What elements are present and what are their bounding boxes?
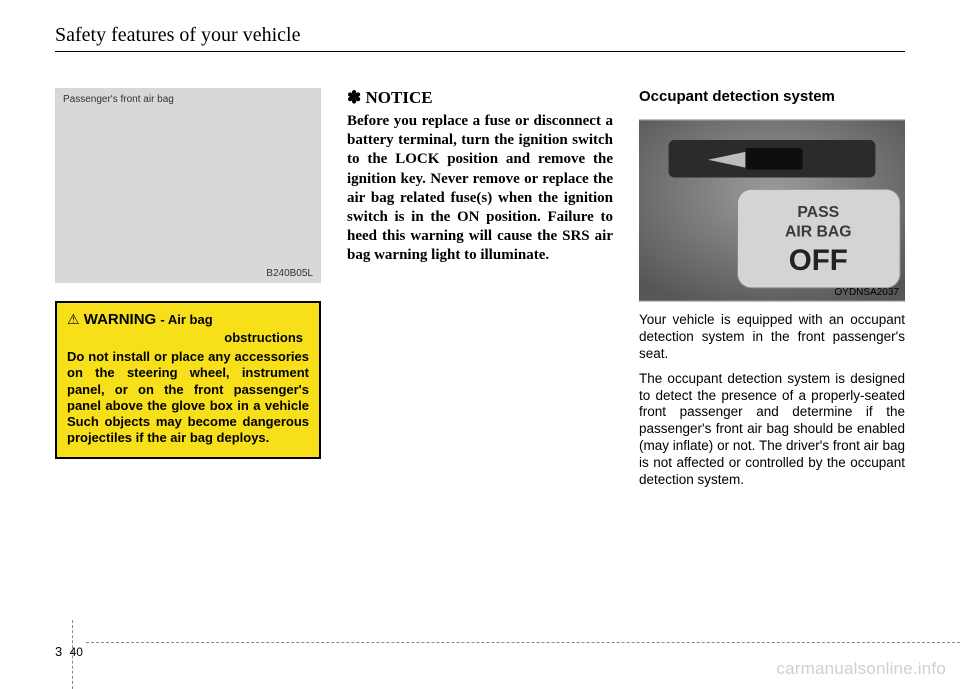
warning-box: ⚠ WARNING - Air bag obstructions Do not … [55, 301, 321, 459]
dashboard-svg: PASS AIR BAG OFF [639, 119, 905, 302]
placeholder-top-caption: Passenger's front air bag [63, 94, 174, 105]
svg-text:AIR BAG: AIR BAG [785, 224, 852, 241]
notice-body: Before you replace a fuse or disconnect … [347, 112, 613, 266]
section-number: 3 [55, 644, 62, 659]
warning-sub1: - Air bag [160, 312, 212, 327]
warning-label: WARNING [84, 311, 157, 328]
columns: Passenger's front air bag B240B05L ⚠ WAR… [55, 88, 905, 497]
svg-text:OFF: OFF [789, 244, 848, 277]
warning-icon: ⚠ [67, 311, 80, 327]
page-number: 3 40 [55, 644, 83, 659]
notice-heading: ✽ NOTICE [347, 88, 613, 108]
dashboard-photo: PASS AIR BAG OFF OYDNSA2037 [639, 119, 905, 302]
footer-dotted-line [86, 642, 960, 643]
header-title: Safety features of your vehicle [55, 24, 300, 46]
manual-page: Safety features of your vehicle Passenge… [0, 0, 960, 497]
page-header: Safety features of your vehicle [55, 24, 905, 52]
para-2: The occupant detection system is designe… [639, 371, 905, 489]
section-heading: Occupant detection system [639, 88, 905, 105]
placeholder-bottom-caption: B240B05L [266, 268, 313, 279]
watermark: carmanualsonline.info [776, 659, 946, 679]
page-n: 40 [70, 645, 83, 659]
photo-caption: OYDNSA2037 [835, 287, 899, 298]
warning-title-line: ⚠ WARNING - Air bag [67, 311, 309, 328]
para-1: Your vehicle is equipped with an occupan… [639, 312, 905, 363]
warning-sub2: obstructions [67, 330, 309, 345]
warning-body: Do not install or place any accessories … [67, 349, 309, 447]
svg-text:PASS: PASS [797, 204, 839, 221]
column-2: ✽ NOTICE Before you replace a fuse or di… [347, 88, 613, 497]
column-3: Occupant detection system PASS [639, 88, 905, 497]
airbag-illustration-placeholder: Passenger's front air bag B240B05L [55, 88, 321, 283]
body-text: Your vehicle is equipped with an occupan… [639, 312, 905, 489]
column-1: Passenger's front air bag B240B05L ⚠ WAR… [55, 88, 321, 497]
